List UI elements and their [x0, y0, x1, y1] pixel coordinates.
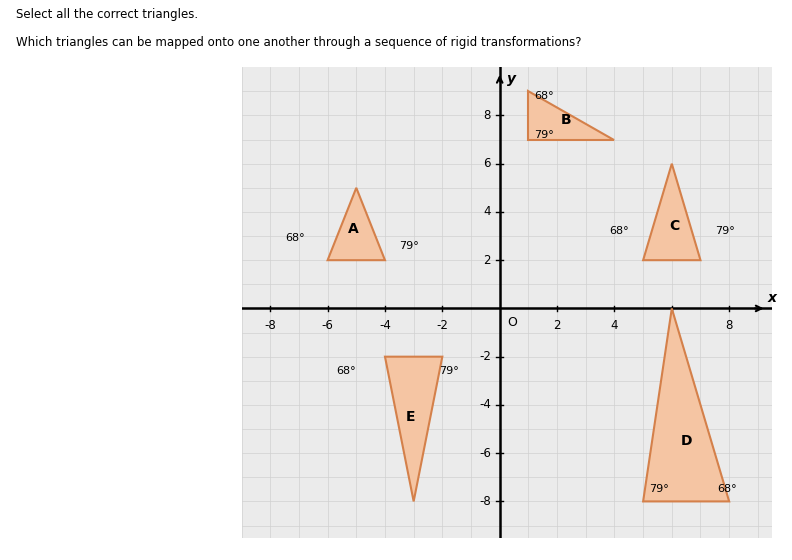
- Text: -8: -8: [265, 319, 276, 332]
- Text: 68°: 68°: [609, 226, 629, 236]
- Text: 68°: 68°: [337, 366, 356, 376]
- Text: -8: -8: [479, 495, 491, 508]
- Polygon shape: [328, 188, 385, 260]
- Text: -4: -4: [379, 319, 391, 332]
- Text: D: D: [680, 434, 692, 448]
- Text: 2: 2: [554, 319, 561, 332]
- Text: -6: -6: [479, 447, 491, 460]
- Polygon shape: [643, 309, 729, 501]
- Text: 2: 2: [484, 254, 491, 267]
- Text: Select all the correct triangles.: Select all the correct triangles.: [16, 8, 198, 21]
- Text: x: x: [767, 291, 777, 305]
- Text: -2: -2: [436, 319, 448, 332]
- Text: C: C: [669, 220, 680, 234]
- Text: 68°: 68°: [534, 91, 554, 101]
- Text: y: y: [507, 72, 516, 86]
- Text: A: A: [348, 222, 359, 236]
- Text: 79°: 79°: [715, 226, 735, 236]
- Text: -4: -4: [479, 398, 491, 412]
- Text: 79°: 79°: [440, 366, 459, 376]
- Text: 6: 6: [668, 319, 676, 332]
- Text: 79°: 79°: [399, 241, 419, 251]
- Text: O: O: [507, 316, 516, 329]
- Text: 4: 4: [484, 206, 491, 218]
- Text: E: E: [406, 410, 416, 424]
- Text: -6: -6: [322, 319, 333, 332]
- Polygon shape: [528, 91, 615, 139]
- Text: 6: 6: [484, 157, 491, 170]
- Text: -2: -2: [479, 350, 491, 363]
- Polygon shape: [385, 357, 443, 501]
- Text: Which triangles can be mapped onto one another through a sequence of rigid trans: Which triangles can be mapped onto one a…: [16, 36, 581, 49]
- Text: 68°: 68°: [285, 234, 305, 244]
- Text: 8: 8: [725, 319, 733, 332]
- Text: 79°: 79°: [649, 484, 668, 494]
- Polygon shape: [643, 164, 700, 260]
- Text: 79°: 79°: [534, 130, 554, 140]
- Text: 68°: 68°: [718, 484, 737, 494]
- Text: 4: 4: [611, 319, 619, 332]
- Text: 8: 8: [484, 109, 491, 122]
- Text: B: B: [561, 113, 571, 127]
